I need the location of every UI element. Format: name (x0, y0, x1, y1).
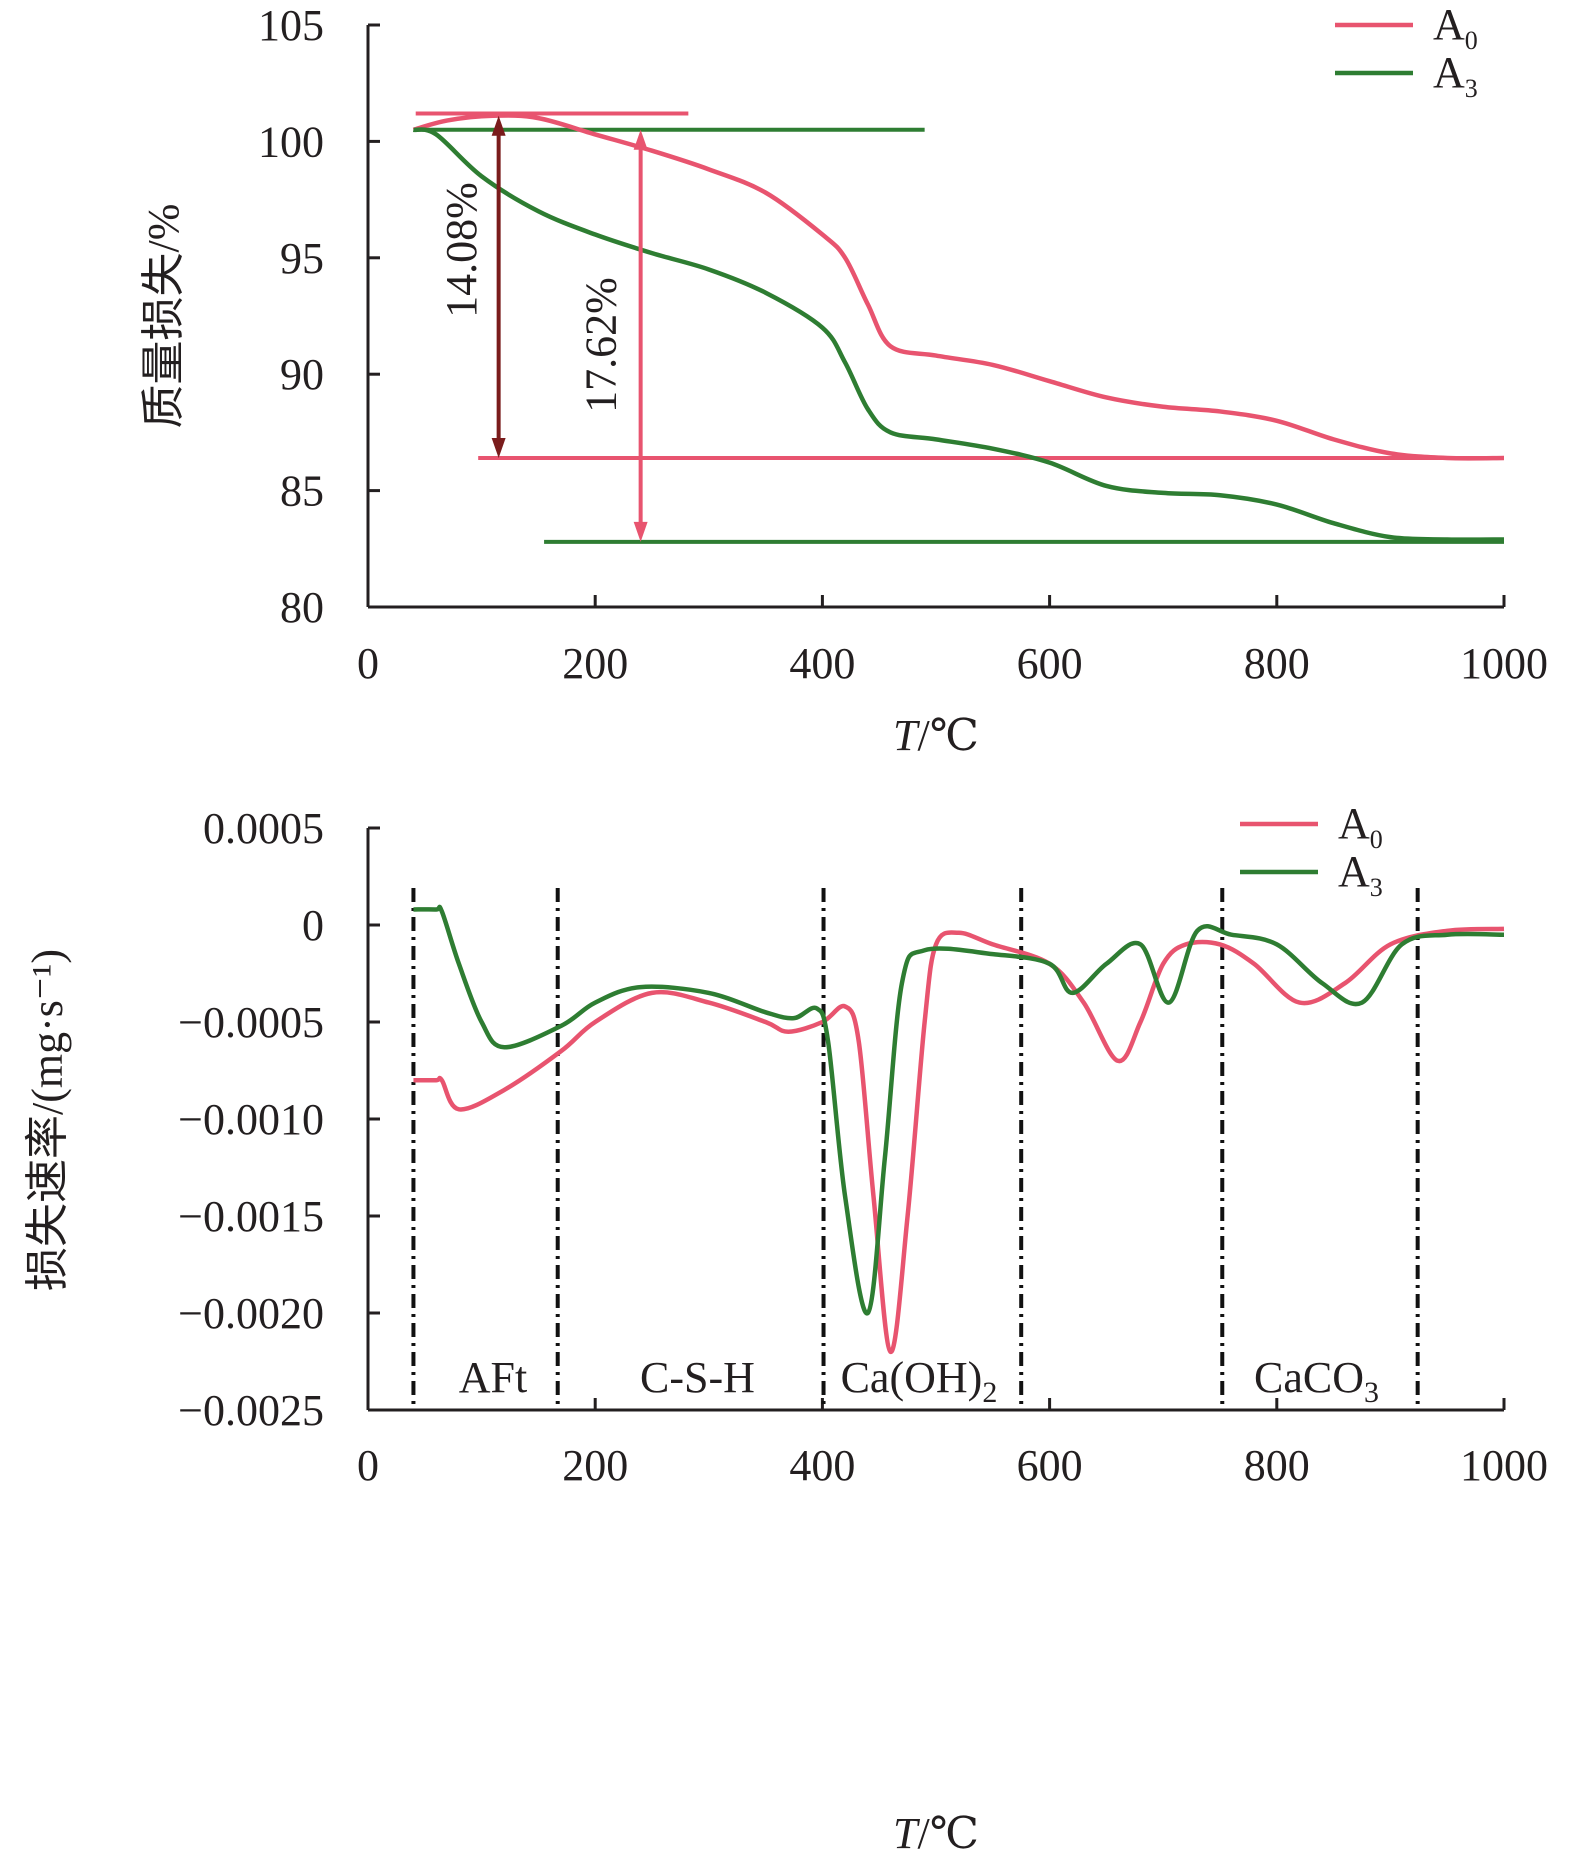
x-tick-label: 0 (357, 1441, 379, 1490)
legend-label-subscript: 0 (1370, 825, 1383, 854)
region-label: Ca(OH)2 (841, 1353, 998, 1409)
y-tick-label: 90 (280, 350, 324, 399)
x-tick-label: 1000 (1460, 1441, 1548, 1490)
x-axis-label-variable: T (893, 1809, 921, 1855)
legend-label-subscript: 3 (1370, 873, 1383, 902)
region-label-text: Ca(OH) (841, 1353, 983, 1402)
y-tick-label: 100 (258, 117, 324, 166)
annotation-label: 14.08% (437, 182, 486, 318)
series-line-A0 (412, 113, 1505, 461)
x-axis-label-unit: /℃ (918, 711, 979, 760)
legend-label-subscript: 3 (1465, 74, 1478, 103)
y-tick-label: −0.0005 (178, 998, 324, 1047)
x-axis-label-unit: /℃ (918, 1809, 979, 1855)
region-label-subscript: 3 (1364, 1376, 1379, 1409)
legend-label-subscript: 0 (1465, 26, 1478, 55)
legend-label: A0 (1433, 0, 1478, 55)
legend-label-name: A (1338, 847, 1370, 896)
arrow-head-up-icon (633, 129, 648, 150)
arrow-head-down-icon (633, 521, 648, 542)
tg-chart: 0 200 400 600 800 1000 80 85 90 95 100 105 T/℃ 质量损失/%… (139, 0, 1548, 760)
y-tick-label: 80 (280, 583, 324, 632)
x-tick-label: 800 (1244, 1441, 1310, 1490)
region-label-subscript: 2 (982, 1376, 997, 1409)
legend-label-name: A (1433, 0, 1465, 49)
dtg-chart: 0 200 400 600 800 1000−0.0025−0.0020−0.0015−0… (23, 799, 1548, 1855)
x-tick-label: 600 (1017, 639, 1083, 688)
x-axis-label: T/℃ (893, 711, 979, 760)
legend-label-name: A (1338, 799, 1370, 848)
y-tick-label: 85 (280, 467, 324, 516)
region-label: AFt (459, 1353, 527, 1402)
y-axis-label: 损失速率/(mg·s⁻¹) (23, 949, 72, 1291)
x-tick-label: 1000 (1460, 639, 1548, 688)
series-line-A3 (413, 904, 1505, 1316)
x-axis-label: T/℃ (893, 1809, 979, 1855)
region-label-text: C-S-H (640, 1353, 755, 1402)
y-tick-label: −0.0010 (178, 1095, 324, 1144)
region-label-text: AFt (459, 1353, 527, 1402)
arrow-head-up-icon (491, 115, 506, 136)
y-tick-label: 105 (258, 1, 324, 50)
arrow-head-down-icon (491, 438, 506, 459)
legend-label-name: A (1433, 48, 1465, 97)
series-line-A0 (413, 926, 1505, 1355)
x-tick-label: 600 (1017, 1441, 1083, 1490)
legend-label: A3 (1433, 48, 1478, 103)
x-tick-label: 400 (789, 639, 855, 688)
y-tick-label: −0.0020 (178, 1289, 324, 1338)
x-tick-label: 200 (562, 1441, 628, 1490)
x-tick-label: 800 (1244, 639, 1310, 688)
annotation-label: 17.62% (577, 277, 626, 413)
y-axis-label: 质量损失/% (139, 204, 188, 429)
region-label: C-S-H (640, 1353, 755, 1402)
legend-label: A0 (1338, 799, 1383, 854)
y-tick-label: −0.0015 (178, 1192, 324, 1241)
y-tick-label: 95 (280, 234, 324, 283)
x-tick-label: 200 (562, 639, 628, 688)
region-label: CaCO3 (1254, 1353, 1379, 1409)
series-line-A3 (412, 127, 1505, 542)
y-tick-label: −0.0025 (178, 1386, 324, 1435)
x-axis-label-variable: T (893, 711, 921, 760)
x-tick-label: 400 (789, 1441, 855, 1490)
region-label-text: CaCO (1254, 1353, 1364, 1402)
y-tick-label: 0 (302, 901, 324, 950)
legend-label: A3 (1338, 847, 1383, 902)
x-tick-label: 0 (357, 639, 379, 688)
y-tick-label: 0.0005 (203, 804, 324, 853)
